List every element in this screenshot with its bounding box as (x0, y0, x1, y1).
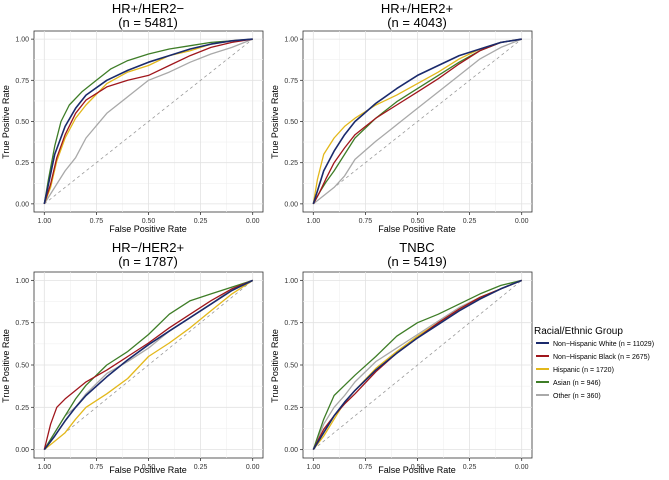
panel-3: 1.00 0.75 0.50 0.25 0.00 0.00 0.25 0.50 0.75 1.00 (15, 271, 264, 471)
panel-3-roc-non-hispanic-black (43, 279, 253, 450)
panel-4-ylabel: True Positive Rate (270, 329, 280, 403)
panel-2: 1.00 0.75 0.50 0.25 0.00 0.00 0.25 0.50 0.75 1.00 (284, 30, 533, 225)
x-tick-label: 0.75 (359, 218, 373, 225)
y-tick-label: 0.75 (284, 320, 298, 327)
y-tick-label: 0.25 (284, 405, 298, 412)
panel-2-roc-non-hispanic-white (312, 38, 522, 205)
x-tick-label: 0.00 (515, 218, 529, 225)
y-tick-label: 0.50 (284, 363, 298, 370)
y-tick-label: 0.25 (15, 160, 29, 167)
panel-1-xlabel: False Positive Rate (109, 224, 187, 234)
panel-4-reference-line (313, 280, 522, 450)
x-tick-label: 0.50 (142, 218, 156, 225)
legend: Racial/Ethnic Group Non−Hispanic White (… (534, 326, 654, 400)
x-tick-label: 0.00 (246, 218, 260, 225)
panel-2-title: HR+/HER2+ (381, 1, 453, 16)
x-tick-label: 1.00 (37, 464, 51, 471)
panel-3-title: HR−/HER2+ (112, 240, 184, 255)
panel-2-ylabel: True Positive Rate (270, 85, 280, 159)
panel-4-title: TNBC (399, 240, 434, 255)
y-tick-label: 0.50 (15, 119, 29, 126)
panel-2-xlabel: False Positive Rate (378, 224, 456, 234)
y-tick-label: 0.00 (284, 201, 298, 208)
panel-1-roc-non-hispanic-black (43, 38, 253, 205)
panel-2-subtitle: (n = 4043) (387, 15, 447, 30)
panel-2-roc-non-hispanic-black (312, 38, 522, 205)
panel-1-ylabel: True Positive Rate (1, 85, 11, 159)
x-tick-label: 0.50 (411, 464, 425, 471)
panel-2-reference-line (313, 38, 522, 205)
y-tick-label: 0.50 (284, 119, 298, 126)
x-tick-label: 1.00 (306, 218, 320, 225)
x-tick-label: 0.75 (90, 218, 104, 225)
y-tick-label: 0.25 (15, 405, 29, 412)
panel-4-xlabel: False Positive Rate (378, 465, 456, 475)
y-tick-label: 1.00 (15, 37, 29, 44)
panel-4-subtitle: (n = 5419) (387, 254, 447, 269)
panel-1-title: HR+/HER2− (112, 1, 184, 16)
panel-1-roc-non-hispanic-white (43, 38, 253, 205)
y-tick-label: 0.25 (284, 160, 298, 167)
x-tick-label: 0.50 (411, 218, 425, 225)
panel-4-roc-asian (312, 279, 522, 450)
panel-1-subtitle: (n = 5481) (118, 15, 178, 30)
x-tick-label: 0.50 (142, 464, 156, 471)
y-tick-label: 0.00 (15, 447, 29, 454)
x-tick-label: 0.25 (194, 464, 208, 471)
y-tick-label: 1.00 (15, 278, 29, 285)
y-tick-label: 0.00 (15, 201, 29, 208)
panel-4-roc-non-hispanic-white (312, 279, 522, 451)
x-tick-label: 1.00 (37, 218, 51, 225)
x-tick-label: 0.25 (463, 464, 477, 471)
y-tick-label: 0.00 (284, 447, 298, 454)
legend-label-hispanic: Hispanic (n = 1720) (553, 367, 614, 374)
panel-3-xlabel: False Positive Rate (109, 465, 187, 475)
panel-3-roc-non-hispanic-white (43, 279, 254, 451)
panel-4: 1.00 0.75 0.50 0.25 0.00 0.00 0.25 0.50 0.75 1.00 (284, 271, 533, 471)
legend-label-asian: Asian (n = 946) (553, 380, 601, 387)
x-tick-label: 0.75 (359, 464, 373, 471)
x-tick-label: 0.00 (246, 464, 260, 471)
panel-1-reference-line (44, 38, 253, 205)
y-tick-label: 0.75 (15, 78, 29, 85)
x-tick-label: 1.00 (306, 464, 320, 471)
panel-1: 1.00 0.75 0.50 0.25 0.00 0.00 0.25 0.50 0.75 1.00 (15, 30, 264, 225)
panel-3-roc-asian (43, 279, 253, 450)
panel-2-roc-other (312, 38, 522, 205)
y-tick-label: 0.50 (15, 363, 29, 370)
panel-1-roc-asian (43, 38, 253, 205)
legend-title: Racial/Ethnic Group (534, 326, 623, 337)
y-tick-label: 0.75 (284, 78, 298, 85)
x-tick-label: 0.00 (515, 464, 529, 471)
legend-label-other: Other (n = 360) (553, 393, 601, 400)
legend-label-non-hispanic-white: Non−Hispanic White (n = 11029) (553, 341, 654, 348)
x-tick-label: 0.75 (90, 464, 104, 471)
y-tick-label: 0.75 (15, 320, 29, 327)
panel-3-ylabel: True Positive Rate (1, 329, 11, 403)
panel-3-subtitle: (n = 1787) (118, 254, 178, 269)
panel-3-roc-hispanic (43, 279, 254, 451)
x-tick-label: 0.25 (463, 218, 477, 225)
y-tick-label: 1.00 (284, 37, 298, 44)
panel-3-reference-line (44, 280, 253, 450)
plot-panels: 1.00 0.75 0.50 0.25 0.000.000.250.500.751.00… (15, 30, 533, 471)
x-tick-label: 0.25 (194, 218, 208, 225)
panel-1-roc-other (43, 38, 253, 205)
y-tick-label: 1.00 (284, 278, 298, 285)
legend-label-non-hispanic-black: Non−Hispanic Black (n = 2675) (553, 354, 650, 361)
